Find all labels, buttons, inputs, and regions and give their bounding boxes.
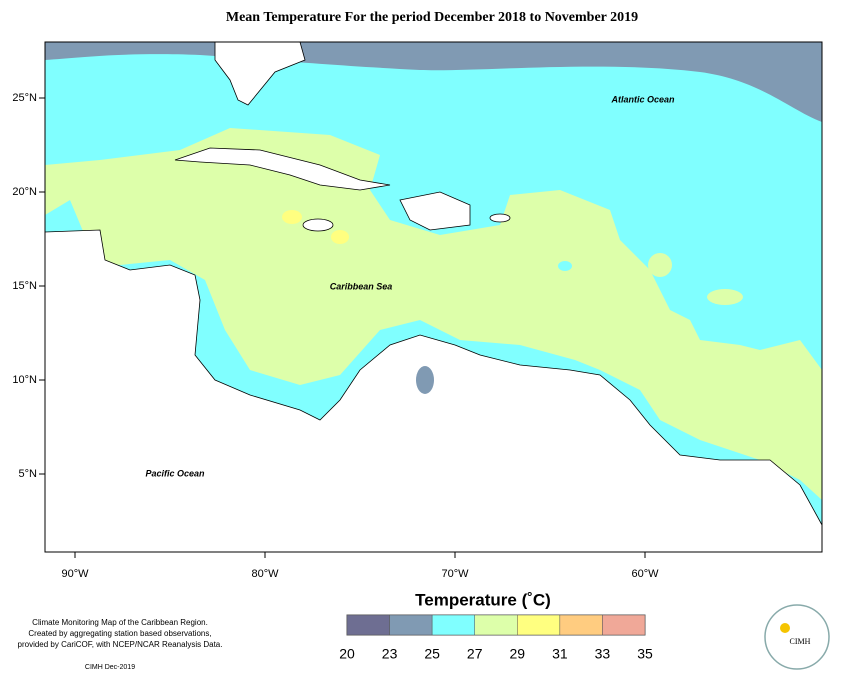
footer-credit: CIMH Dec-2019 [85, 664, 135, 671]
legend-tick: 29 [509, 646, 525, 662]
lat-label: 15°N [12, 280, 37, 292]
lon-label: 80°W [251, 568, 279, 580]
cool-zone [45, 42, 822, 122]
ocean-label: Caribbean Sea [330, 281, 393, 291]
footer-line: Climate Monitoring Map of the Caribbean … [32, 618, 208, 627]
map-area [45, 42, 822, 552]
lat-label: 5°N [19, 468, 38, 480]
hot-spot [282, 210, 302, 224]
legend-tick: 20 [339, 646, 355, 662]
hot-spot [331, 230, 349, 244]
lon-label: 70°W [441, 568, 469, 580]
warm-spot [648, 253, 672, 277]
legend-tick: 25 [424, 646, 440, 662]
legend-tick: 35 [637, 646, 653, 662]
jamaica [302, 218, 334, 232]
map-frame [44, 41, 823, 553]
lon-label: 90°W [61, 568, 89, 580]
footer-line: Created by aggregating station based obs… [28, 629, 211, 638]
lake [416, 366, 434, 394]
footer-line: provided by CariCOF, with NCEP/NCAR Rean… [18, 640, 223, 649]
map-title: Mean Temperature For the period December… [226, 10, 638, 25]
legend-swatch [346, 614, 390, 636]
legend-swatch [517, 614, 561, 636]
ocean-label: Atlantic Ocean [610, 94, 675, 104]
logo-text: CIMH [790, 637, 811, 646]
legend-swatch [559, 614, 603, 636]
lat-label: 20°N [12, 186, 37, 198]
legend-swatch [431, 614, 475, 636]
lat-label: 25°N [12, 92, 37, 104]
logo [764, 604, 830, 670]
lon-label: 60°W [631, 568, 659, 580]
legend-swatch [602, 614, 646, 636]
cuba [174, 147, 391, 191]
legend-tick: 31 [552, 646, 568, 662]
logo-sun [780, 623, 790, 633]
legend-swatch [389, 614, 433, 636]
legend-tick: 23 [382, 646, 398, 662]
florida [214, 42, 306, 106]
cool-spot [558, 261, 572, 271]
legend-tick: 27 [467, 646, 483, 662]
lat-label: 10°N [12, 374, 37, 386]
warm-zone [45, 128, 822, 500]
warm-spot [707, 289, 743, 305]
ocean-label: Pacific Ocean [145, 468, 205, 478]
hispaniola [399, 191, 471, 231]
mainland [45, 229, 822, 552]
legend-swatch [474, 614, 518, 636]
legend-tick: 33 [595, 646, 611, 662]
legend-title: Temperature (˚C) [415, 590, 551, 609]
puerto-rico [489, 213, 511, 223]
